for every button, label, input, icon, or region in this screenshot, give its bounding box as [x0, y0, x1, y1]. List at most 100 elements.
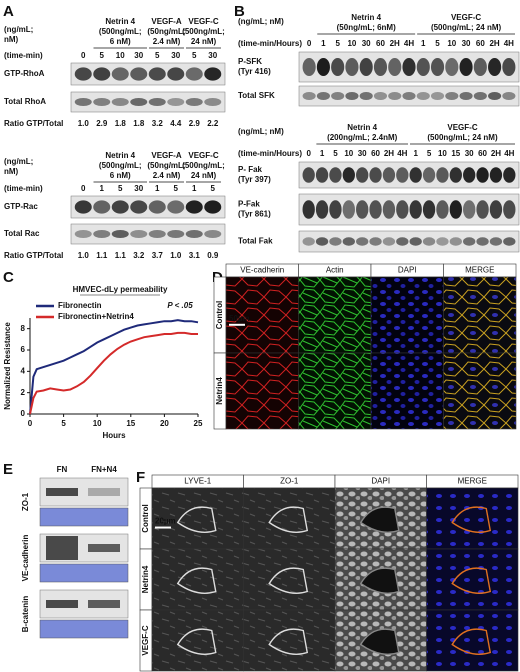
condition-label: Control	[141, 504, 150, 532]
coomassie-strip	[39, 563, 129, 583]
scale-bar-label: 20µm	[155, 517, 176, 526]
time-point: 2H	[491, 149, 501, 158]
channel-label: MERGE	[465, 266, 494, 275]
channel-label: LYVE-1	[184, 477, 212, 486]
blot-band	[111, 230, 129, 238]
blot-band	[373, 58, 388, 76]
blot-band	[502, 92, 516, 100]
blot-strip	[70, 91, 226, 113]
time-point: 30	[134, 51, 143, 60]
time-label: (time-min)	[4, 184, 43, 193]
treatment-label: (500ng/mL; 24 nM)	[427, 133, 498, 142]
micrograph	[225, 352, 299, 430]
ratio-label: Ratio GTP/Total	[4, 251, 63, 260]
scale-bar-label: 50µm	[229, 314, 250, 323]
treatment-label: (500ng/mL;	[99, 27, 142, 36]
x-tick-label: 20	[160, 419, 169, 428]
time-point: 60	[376, 39, 385, 48]
units-label: (ng/mL; nM)	[238, 17, 284, 26]
blot-label: Total SFK	[238, 91, 275, 100]
blot-band	[329, 200, 342, 219]
treatment-label: VEGF-C	[451, 13, 481, 22]
blot-band	[302, 200, 315, 219]
blot-band	[302, 237, 315, 246]
blot-label: Total Rac	[4, 229, 40, 238]
units-label: (ng/mL;	[4, 25, 33, 34]
time-point: 30	[362, 39, 371, 48]
vessel-outline	[268, 567, 309, 594]
treatment-label: (500ng/mL;	[99, 161, 142, 170]
vessel-outline	[268, 506, 309, 533]
blot-band	[302, 58, 316, 76]
blot-band	[46, 600, 78, 608]
series-line	[29, 319, 199, 415]
blot-band	[111, 98, 129, 106]
x-axis-title: Hours	[102, 431, 126, 440]
blot-strip	[39, 477, 129, 507]
vessel-outline	[359, 567, 400, 594]
blot-label: (Tyr 397)	[238, 175, 271, 184]
blot-band	[445, 92, 459, 100]
time-point: 1	[192, 184, 197, 193]
blot-band	[449, 237, 462, 246]
blot-band	[463, 200, 476, 219]
blot-band	[204, 67, 222, 81]
blot-strip	[298, 230, 520, 253]
time-point: 2H	[384, 149, 394, 158]
blot-band	[436, 167, 449, 183]
ratio-value: 2.9	[189, 119, 201, 128]
blot-band	[409, 200, 422, 219]
blot-band	[430, 92, 445, 100]
treatment-label: Netrin 4	[105, 17, 135, 26]
condition-label: Netrin4	[141, 565, 150, 593]
time-point: 1	[320, 149, 325, 158]
channel-label: MERGE	[458, 477, 487, 486]
protein-label: B-catenin	[21, 596, 30, 633]
blot-band	[388, 92, 402, 100]
micrograph	[151, 609, 244, 672]
x-tick-label: 15	[126, 419, 135, 428]
ratio-value: 3.7	[152, 251, 164, 260]
time-point: 5	[174, 184, 179, 193]
vessel-outline	[451, 506, 492, 533]
blot-band	[148, 98, 166, 106]
blot-band	[93, 200, 111, 214]
ratio-value: 4.4	[170, 119, 182, 128]
y-tick-label: 6	[21, 345, 26, 354]
time-point: 30	[208, 51, 217, 60]
blot-band	[476, 237, 489, 246]
micrograph	[243, 609, 336, 672]
blot-strip	[298, 85, 520, 107]
vessel-outline	[176, 567, 217, 594]
treatment-label: 2.4 nM)	[153, 37, 181, 46]
blot-band	[329, 237, 342, 246]
time-point: 30	[462, 39, 471, 48]
blot-band	[46, 488, 78, 496]
ratio-value: 2.2	[207, 119, 219, 128]
ratio-value: 2.9	[96, 119, 108, 128]
time-point: 60	[371, 149, 380, 158]
channel-label: VE-cadherin	[240, 266, 284, 275]
time-point: 4H	[397, 149, 407, 158]
ratio-value: 1.8	[115, 119, 127, 128]
units-label: (ng/mL;	[4, 157, 33, 166]
panel-letter: B	[234, 3, 245, 20]
blot-band	[416, 92, 430, 100]
blot-strip	[70, 195, 226, 219]
blot-band	[502, 58, 516, 76]
blot-band	[503, 167, 516, 183]
treatment-label: 6 nM)	[110, 171, 131, 180]
x-tick-label: 0	[28, 419, 33, 428]
ratio-label: Ratio GTP/Total	[4, 119, 63, 128]
time-point: 0	[81, 51, 86, 60]
time-point: 5	[100, 51, 105, 60]
ratio-value: 1.0	[78, 251, 90, 260]
coomassie-strip	[39, 507, 129, 527]
vessel-outline	[359, 628, 400, 655]
micrograph	[370, 352, 444, 430]
blot-band	[148, 230, 166, 238]
time-point: 10	[447, 39, 456, 48]
blot-band	[93, 230, 111, 238]
blot-band	[356, 167, 369, 183]
